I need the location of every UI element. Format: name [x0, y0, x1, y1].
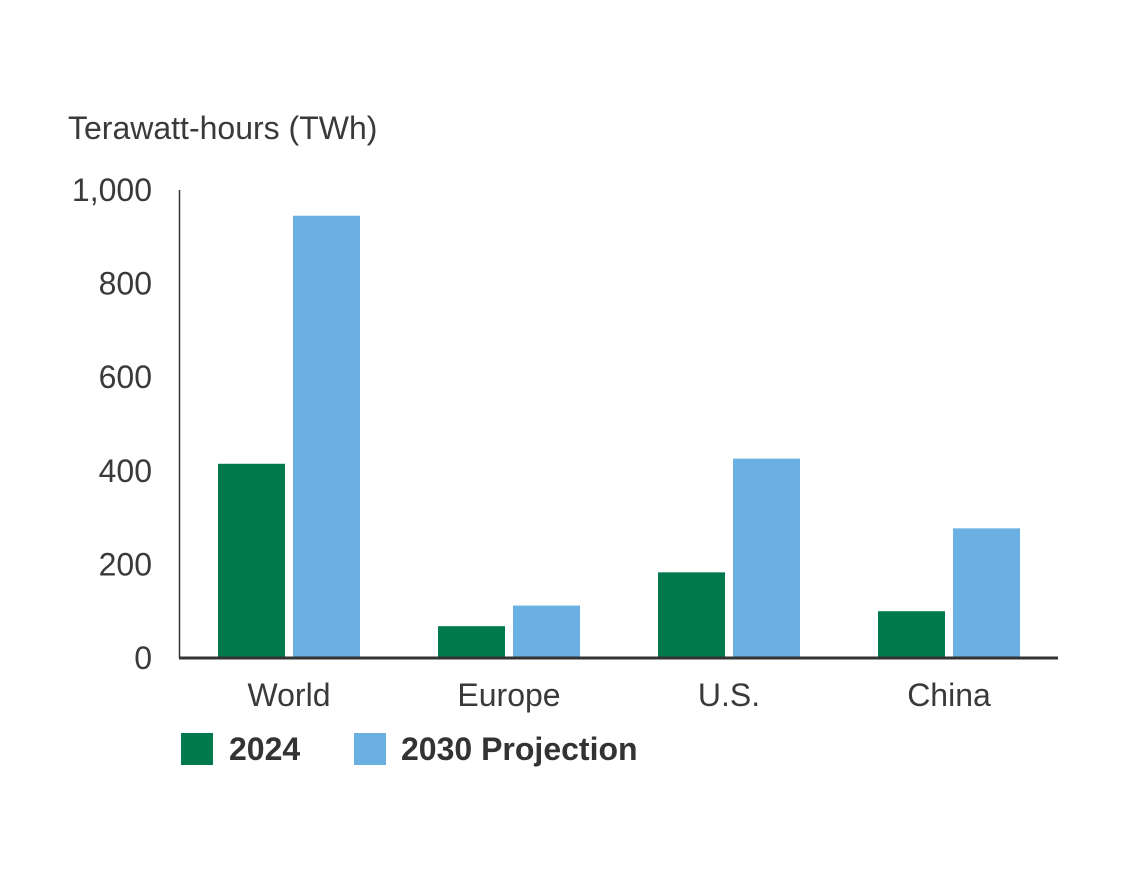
bar-series-2-europe — [513, 605, 580, 658]
legend-label: 2030 Projection — [401, 731, 638, 767]
y-axis-title: Terawatt-hours (TWh) — [68, 110, 377, 146]
legend-swatch — [181, 733, 213, 765]
x-category-label: China — [907, 677, 991, 713]
y-tick-label: 800 — [99, 266, 152, 302]
y-tick-labels: 0 200 400 600 800 1,000 — [72, 172, 152, 676]
bar-series-2-china — [953, 528, 1020, 658]
y-tick-label: 400 — [99, 453, 152, 489]
legend: 2024 2030 Projection — [181, 731, 638, 767]
bar-series-2-world — [293, 215, 360, 659]
y-tick-label: 1,000 — [72, 172, 152, 208]
x-category-labels: World Europe U.S. China — [248, 677, 992, 713]
bar-series-1-us — [658, 572, 725, 658]
x-category-label: World — [248, 677, 331, 713]
bar-series-1-world — [218, 463, 285, 658]
legend-label: 2024 — [229, 731, 300, 767]
legend-swatch — [354, 733, 386, 765]
bar-series-2-us — [733, 458, 800, 658]
bars — [218, 215, 1020, 659]
y-tick-label: 600 — [99, 359, 152, 395]
bar-series-1-europe — [438, 626, 505, 658]
y-tick-label: 0 — [134, 640, 152, 676]
x-category-label: Europe — [457, 677, 560, 713]
x-category-label: U.S. — [698, 677, 760, 713]
y-tick-label: 200 — [99, 546, 152, 582]
bar-series-1-china — [878, 611, 945, 658]
